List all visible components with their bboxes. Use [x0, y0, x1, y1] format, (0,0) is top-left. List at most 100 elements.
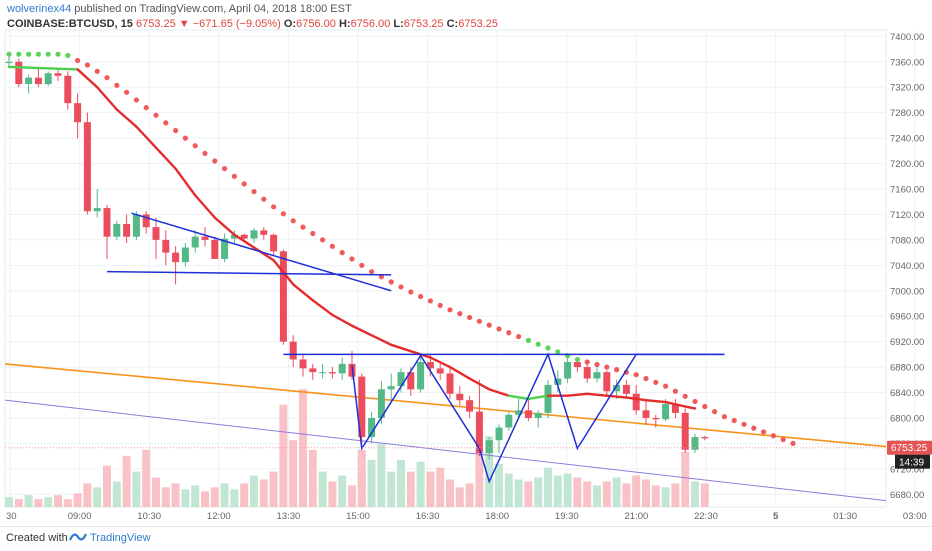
psar-dot: [712, 409, 718, 415]
volume-bar: [651, 485, 660, 507]
x-tick-label: 12:00: [207, 511, 231, 522]
volume-bar: [152, 477, 160, 507]
ema-line-segment: [154, 146, 177, 170]
volume-bar: [642, 479, 650, 507]
candle-body: [485, 440, 493, 453]
ema-line-segment: [625, 396, 648, 402]
ema-line-segment: [272, 259, 295, 286]
candle-body: [417, 361, 425, 390]
volume-bar: [103, 465, 111, 507]
psar-dot: [604, 364, 610, 370]
candle-body: [240, 234, 248, 239]
psar-dot: [45, 51, 51, 57]
last-price: 6753.25: [135, 18, 176, 30]
author-link[interactable]: wolverinex44: [7, 3, 72, 15]
volume-bar: [681, 451, 690, 507]
volume-bar: [14, 499, 23, 507]
volume-bar: [191, 485, 200, 507]
psar-dot: [682, 393, 688, 399]
y-tick-label: 7240.00: [890, 134, 924, 145]
y-tick-label: 7040.00: [890, 261, 924, 272]
volume-bar: [544, 467, 552, 507]
countdown-badge: [895, 454, 930, 469]
candle-body: [270, 234, 278, 252]
ema-line-segment: [448, 365, 471, 380]
volume-bar: [485, 436, 494, 507]
open-value: 6756.00: [296, 18, 336, 30]
price-badge-text: 6753.25: [891, 443, 928, 454]
volume-bar: [495, 463, 503, 507]
y-tick-label: 7160.00: [890, 185, 924, 196]
candle-body: [338, 363, 346, 374]
candle-body: [64, 75, 72, 104]
volume-bar: [553, 475, 562, 507]
volume-bar: [357, 449, 366, 507]
psar-dot: [182, 135, 188, 141]
candle-body: [642, 410, 650, 418]
psar-dot: [222, 166, 228, 172]
y-tick-label: 7200.00: [890, 159, 924, 170]
candle-body: [524, 410, 532, 418]
volume-bar: [661, 487, 670, 507]
x-tick-label: 19:30: [555, 511, 579, 522]
psar-dot: [457, 311, 463, 317]
publish-line: wolverinex44 published on TradingView.co…: [7, 3, 352, 15]
volume-bar: [289, 440, 298, 507]
symbol-label: COINBASE:BTCUSD, 15: [7, 18, 133, 30]
price-badge: [887, 440, 932, 455]
psar-dot: [75, 57, 81, 64]
volume-bar: [338, 475, 347, 507]
psar-dot: [329, 243, 335, 249]
candle-body: [387, 386, 395, 390]
y-tick-label: 7320.00: [890, 83, 924, 94]
psar-dot: [506, 330, 512, 336]
candle-body: [93, 208, 101, 212]
candle-body: [436, 368, 444, 374]
price-chart[interactable]: 6680.006720.006760.006800.006840.006880.…: [0, 0, 932, 526]
candle-body: [142, 214, 150, 228]
psar-dot: [202, 150, 208, 156]
psar-dot: [614, 367, 620, 373]
candle-body: [446, 373, 454, 394]
psar-dot: [320, 237, 326, 243]
candle-body: [662, 403, 670, 420]
x-tick-label: 5: [773, 511, 779, 522]
candle-body: [103, 208, 111, 237]
candle-body: [113, 223, 121, 237]
psar-dot: [692, 398, 698, 405]
candle-body: [289, 341, 297, 360]
volume-bar: [230, 489, 239, 507]
volume-bar: [54, 495, 62, 507]
ema-line-segment: [468, 377, 491, 391]
volume-bar: [602, 481, 611, 507]
volume-bar: [583, 481, 592, 507]
open-label: O:: [283, 18, 297, 30]
candle-body: [534, 412, 542, 418]
tradingview-brand[interactable]: TradingView: [90, 532, 151, 544]
candle-body: [54, 73, 62, 76]
psar-dot: [486, 322, 492, 328]
psar-dot: [300, 224, 306, 230]
candle-body: [132, 214, 140, 237]
candle-body: [211, 239, 219, 259]
candle-body: [279, 251, 287, 342]
volume-bar: [573, 477, 582, 507]
volume-bar: [514, 479, 523, 507]
y-tick-label: 6800.00: [890, 413, 924, 424]
psar-dot: [467, 314, 473, 321]
candle-body: [328, 372, 336, 374]
volume-bar: [465, 483, 474, 507]
change-arrow-icon: ▼: [178, 18, 190, 30]
candle-body: [191, 236, 199, 248]
psar-dot: [427, 298, 433, 304]
volume-bar: [416, 461, 425, 507]
y-tick-label: 6920.00: [890, 337, 924, 348]
volume-bar: [171, 483, 180, 507]
publish-info: published on TradingView.com, April 04, …: [74, 3, 352, 15]
y-tick-label: 7000.00: [890, 286, 924, 297]
psar-dot: [633, 372, 639, 378]
volume-bar: [348, 485, 356, 507]
high-label: H:: [338, 18, 351, 30]
volume-bar: [328, 481, 337, 507]
psar-dot: [280, 211, 286, 217]
